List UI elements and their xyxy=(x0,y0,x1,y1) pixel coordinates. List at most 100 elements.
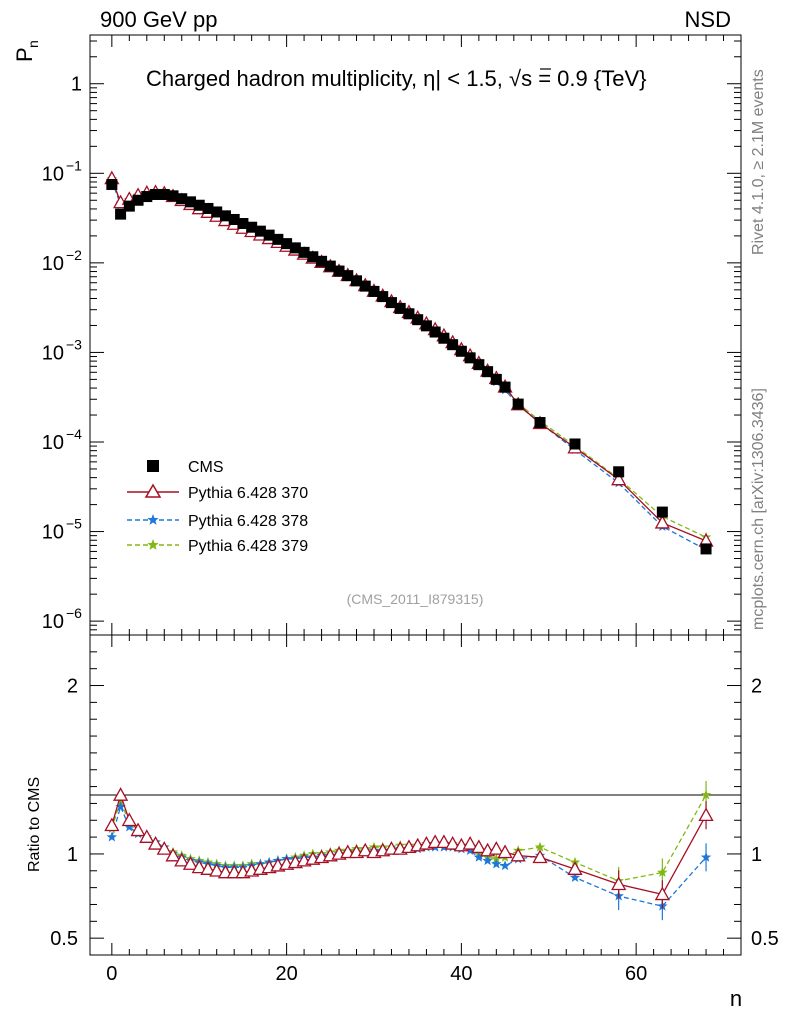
ratio-point-1 xyxy=(106,831,118,842)
cms-point xyxy=(307,251,319,263)
cms-point xyxy=(228,213,240,225)
ratio-axis-label: Ratio to CMS xyxy=(26,777,43,872)
cms-point xyxy=(158,188,170,200)
ratio-point-1 xyxy=(464,845,476,856)
ratio-point-0 xyxy=(497,844,513,859)
x-axis-label: n xyxy=(730,986,742,1011)
ratio-point-0 xyxy=(165,847,181,862)
series-point-0 xyxy=(611,471,627,486)
cms-point xyxy=(482,366,494,378)
ratio-tick-label-right: 0.5 xyxy=(751,928,779,950)
cms-point xyxy=(499,381,511,393)
ratio-tick-label: 0.5 xyxy=(50,928,78,950)
ratio-point-0 xyxy=(130,822,146,837)
cms-point xyxy=(351,275,363,287)
ratio-point-0 xyxy=(532,849,548,864)
header-left: 900 GeV pp xyxy=(100,7,217,32)
cms-point xyxy=(464,352,476,364)
ratio-point-0 xyxy=(567,861,583,875)
ratio-point-0 xyxy=(191,859,207,874)
y-tick-label-exponent: −6 xyxy=(66,605,82,621)
ratio-point-1 xyxy=(473,851,485,862)
legend-378-marker xyxy=(147,514,159,525)
cms-point xyxy=(368,285,380,297)
cms-point xyxy=(359,280,371,292)
cms-point xyxy=(193,199,205,211)
ratio-point-1 xyxy=(499,860,511,871)
y-tick-label: 10 xyxy=(42,163,64,185)
y-tick-label: 10 xyxy=(42,522,64,544)
ratio-point-0 xyxy=(209,862,225,877)
cms-point xyxy=(438,332,450,344)
ratio-point-0 xyxy=(698,807,714,822)
ratio-line-1 xyxy=(111,804,707,907)
ratio-point-1 xyxy=(124,821,135,832)
y-tick-label-exponent: −5 xyxy=(66,516,82,532)
main-series xyxy=(104,170,714,555)
ratio-tick-label-right: 2 xyxy=(751,676,762,698)
cms-point xyxy=(656,506,668,518)
ratio-point-0 xyxy=(121,812,137,827)
ratio-point-2 xyxy=(491,853,502,864)
cms-point xyxy=(613,466,625,478)
cms-point xyxy=(176,193,188,205)
ratio-point-0 xyxy=(488,841,504,855)
cms-point xyxy=(281,238,293,250)
ratio-point-1 xyxy=(491,858,502,869)
legend-370-marker xyxy=(144,483,162,498)
legend-378-label: Pythia 6.428 378 xyxy=(188,513,308,530)
cms-point xyxy=(490,373,502,385)
cms-point xyxy=(342,270,354,282)
cms-point xyxy=(132,194,144,206)
cms-point xyxy=(569,438,581,450)
y-tick-label: 10 xyxy=(42,253,64,275)
ratio-point-0 xyxy=(182,856,199,870)
cms-point xyxy=(385,297,397,309)
cms-point xyxy=(184,196,196,208)
plot-title: Charged hadron multiplicity, η| < 1.5, √… xyxy=(146,66,646,91)
ratio-point-0 xyxy=(156,841,172,855)
ratio-point-0 xyxy=(510,847,526,862)
y-axis-label: P n xyxy=(12,40,41,62)
legend: CMS Pythia 6.428 370 Pythia 6.428 378 Py… xyxy=(127,459,308,555)
title-s: s xyxy=(521,66,532,91)
ratio-point-2 xyxy=(657,866,668,877)
y-tick-label: 10 xyxy=(42,611,64,633)
cms-point xyxy=(412,314,424,326)
rivet-label: Rivet 4.1.0, ≥ 2.1M events xyxy=(750,69,767,255)
ratio-point-0 xyxy=(471,839,487,854)
header-right: NSD xyxy=(685,7,731,32)
y-tick-label: 1 xyxy=(71,74,82,96)
cms-point xyxy=(211,206,223,218)
y-axis-label-main: P xyxy=(12,47,37,62)
ratio-series xyxy=(104,781,714,921)
ratio-point-0 xyxy=(445,836,461,850)
cms-point xyxy=(202,202,214,214)
y-tick-label: 10 xyxy=(42,432,64,454)
y-tick-label: 10 xyxy=(42,342,64,364)
y-axis-label-sub: n xyxy=(25,40,41,48)
cms-point xyxy=(333,265,345,277)
title-sqrt: √ xyxy=(509,66,522,91)
ratio-tick-label: 1 xyxy=(67,844,78,866)
ratio-point-0 xyxy=(112,787,129,801)
ratio-point-0 xyxy=(357,842,373,857)
ratio-point-1 xyxy=(482,855,493,866)
x-tick-label: 20 xyxy=(275,963,297,985)
ratio-tick-label: 2 xyxy=(67,676,78,698)
cms-point xyxy=(254,225,266,237)
ratio-point-0 xyxy=(436,834,452,849)
cms-point xyxy=(219,210,231,222)
ratio-point-2 xyxy=(534,841,546,852)
cms-point xyxy=(289,242,301,254)
x-tick-label: 40 xyxy=(450,963,472,985)
legend-cms-marker xyxy=(147,460,159,472)
cms-point xyxy=(123,200,135,212)
ratio-point-0 xyxy=(654,886,670,901)
cms-point xyxy=(420,320,432,332)
cms-point xyxy=(141,191,153,203)
cms-point xyxy=(455,345,467,357)
x-tick-label: 60 xyxy=(625,963,647,985)
ratio-point-0 xyxy=(462,836,478,850)
